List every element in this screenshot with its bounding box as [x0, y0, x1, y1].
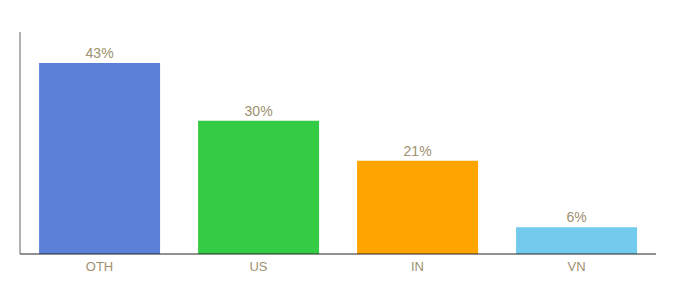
svg-text:US: US	[249, 259, 267, 274]
svg-text:IN: IN	[411, 259, 424, 274]
svg-text:6%: 6%	[566, 209, 586, 225]
svg-text:21%: 21%	[404, 143, 432, 159]
svg-text:30%: 30%	[245, 103, 273, 119]
svg-text:43%: 43%	[86, 45, 114, 61]
svg-text:OTH: OTH	[86, 259, 113, 274]
svg-text:VN: VN	[567, 259, 585, 274]
